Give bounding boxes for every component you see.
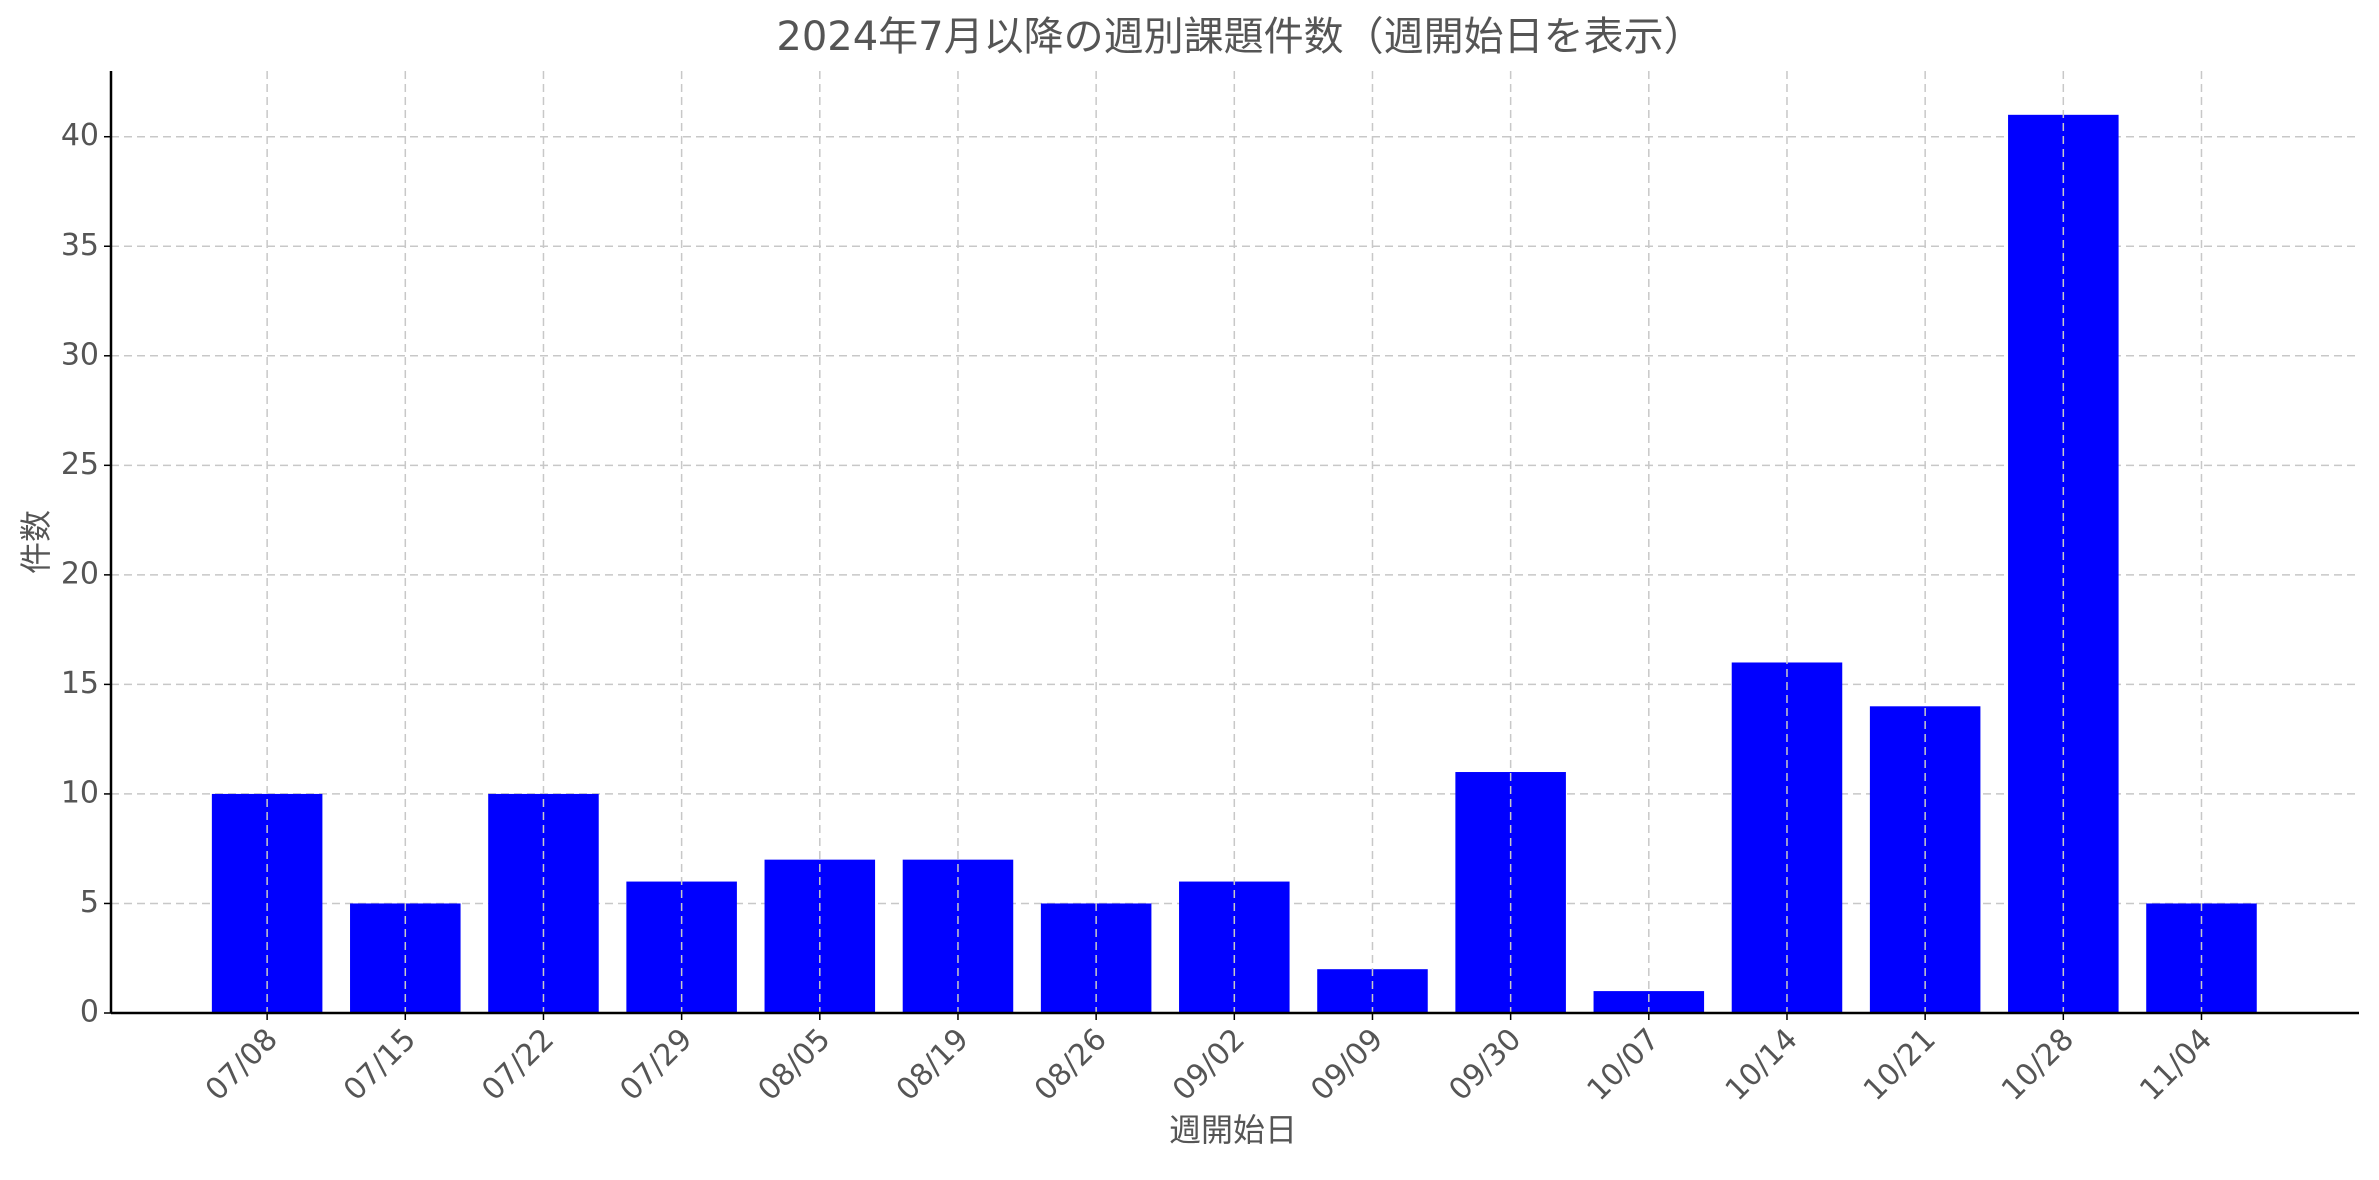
x-tick-label: 11/04 [2133, 1022, 2219, 1108]
x-tick-label: 08/26 [1028, 1022, 1114, 1108]
y-tick-label: 40 [61, 118, 99, 153]
y-axis-label: 件数 [17, 510, 55, 574]
bar [1593, 991, 1705, 1013]
x-tick-label: 08/05 [752, 1022, 838, 1108]
y-tick-label: 10 [61, 775, 99, 810]
y-tick-label: 5 [80, 885, 99, 920]
x-tick-label: 10/07 [1581, 1022, 1667, 1108]
x-tick-label: 10/21 [1857, 1022, 1943, 1108]
y-tick-label: 0 [80, 995, 99, 1030]
x-tick-label: 07/29 [613, 1022, 699, 1108]
x-axis-label: 週開始日 [1169, 1111, 1297, 1149]
y-tick-label: 35 [61, 228, 99, 263]
x-tick-label: 09/09 [1304, 1022, 1390, 1108]
vertical-grid [266, 71, 2203, 1013]
x-tick-label: 07/15 [337, 1022, 423, 1108]
bar [2008, 114, 2119, 1013]
y-tick-label: 25 [61, 447, 99, 482]
y-tick-label: 15 [61, 666, 99, 701]
bar [1731, 662, 1843, 1013]
x-tick-label: 10/28 [1995, 1022, 2081, 1108]
y-tick-label: 30 [61, 337, 99, 372]
chart-title: 2024年7月以降の週別課題件数（週開始日を表示） [776, 14, 1703, 60]
x-tick-label: 09/30 [1442, 1022, 1528, 1108]
x-tick-label: 08/19 [890, 1022, 976, 1108]
x-tick-label: 09/02 [1166, 1022, 1252, 1108]
bar [1317, 969, 1428, 1013]
x-tick-label: 07/08 [199, 1022, 285, 1108]
y-tick-label: 20 [61, 556, 99, 591]
x-tick-label: 10/14 [1719, 1022, 1805, 1108]
x-tick-label: 07/22 [475, 1022, 561, 1108]
